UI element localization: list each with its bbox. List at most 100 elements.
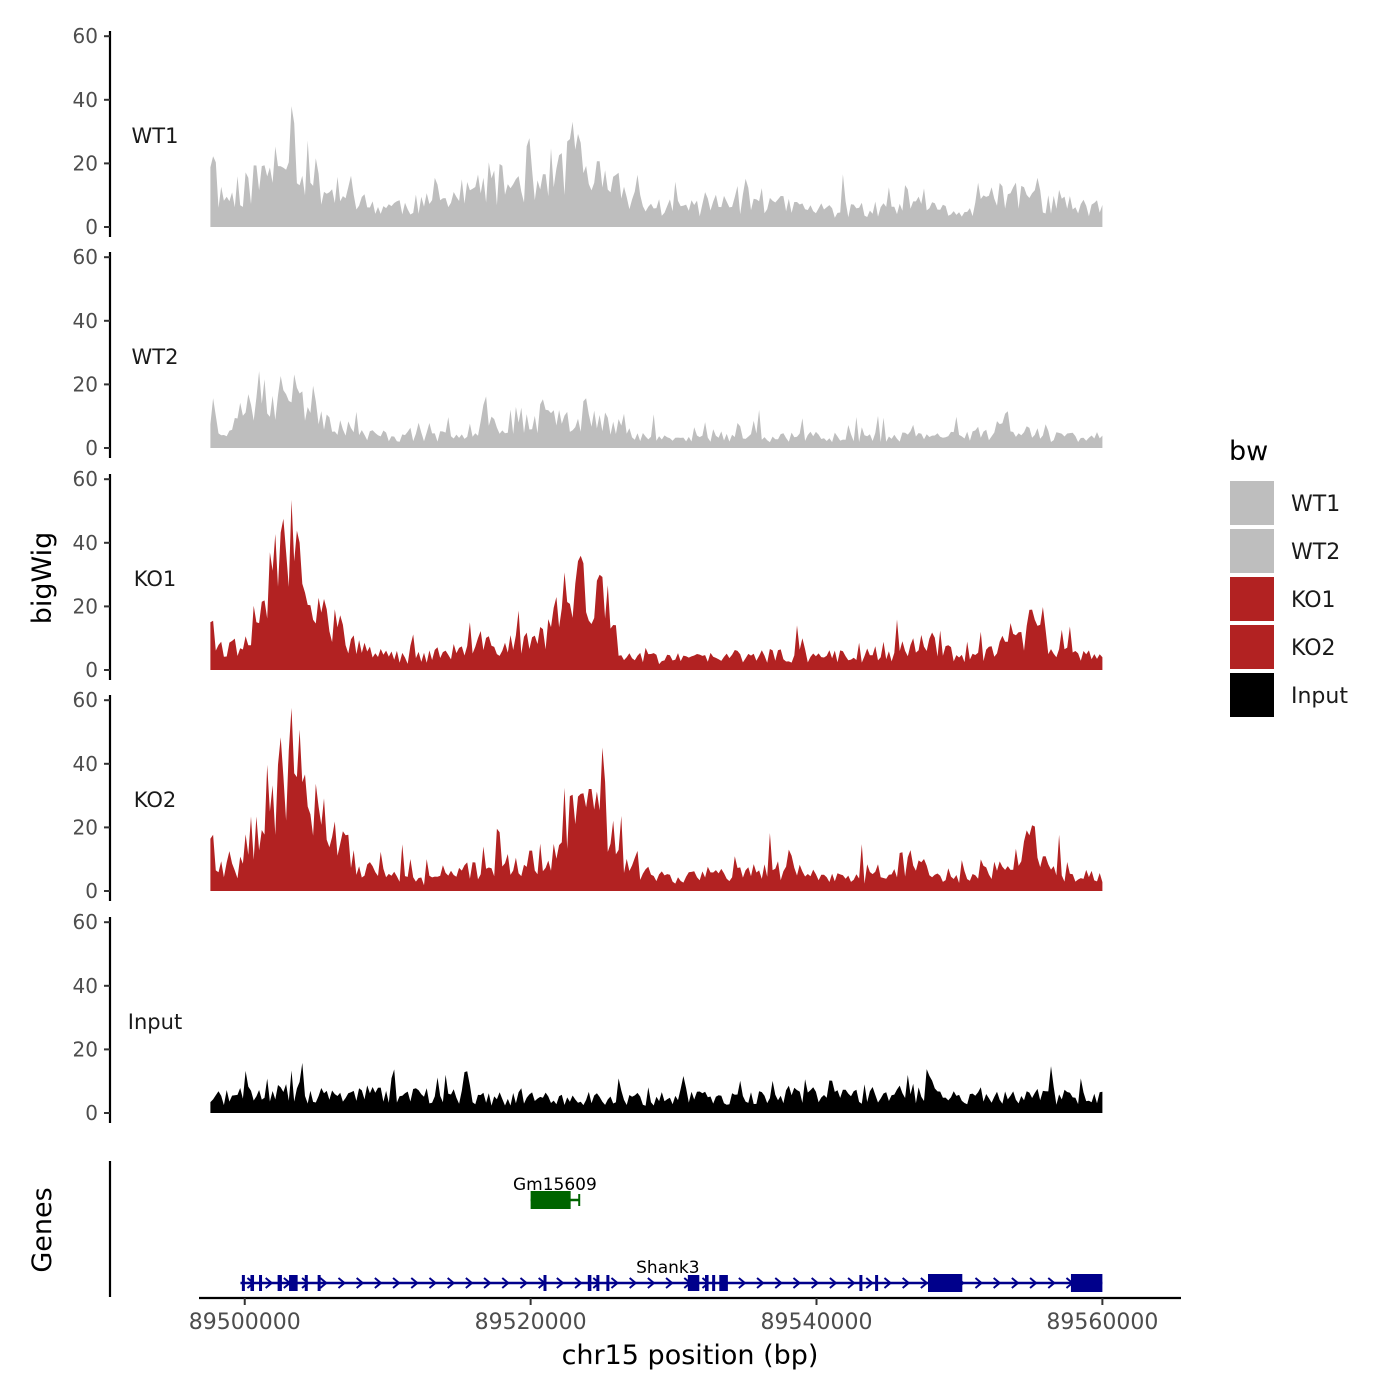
y-tick-label: 40 [73,531,98,555]
gene-shank3: Shank3 [240,1258,1103,1292]
track-input: 0 20 40 60 Input [73,910,1103,1125]
legend-title: bw [1229,436,1268,467]
y-tick-label: 60 [73,245,98,269]
gene-label: Shank3 [636,1258,699,1278]
legend-label-wt2: WT2 [1291,540,1340,565]
y-tick-label: 40 [73,752,98,776]
exon [606,1275,610,1291]
exon [317,1275,321,1291]
track-label: KO1 [134,567,177,591]
signal-area-ko2 [210,707,1103,891]
y-tick-label: 40 [73,88,98,112]
strand-arrow [993,1277,1002,1289]
exon [289,1275,298,1291]
exon [250,1275,255,1291]
strand-arrow [556,1277,565,1289]
strand-arrow [974,1277,984,1289]
genes-axis-title: Genes [27,1187,58,1272]
gene-gm15609: Gm15609 [513,1175,597,1209]
signal-area-input [210,1062,1103,1113]
exon [530,1191,571,1209]
signal-area-wt2 [210,371,1103,448]
strand-arrow [792,1277,802,1289]
strand-arrow [665,1277,674,1289]
signal-area-wt1 [210,106,1103,227]
legend-label-wt1: WT1 [1291,492,1340,517]
track-label: WT2 [132,345,179,369]
strand-arrow [610,1277,620,1289]
legend-key-input [1228,671,1276,719]
y-tick-label: 60 [73,910,98,934]
exon [687,1275,700,1291]
strand-arrow [465,1277,474,1289]
legend-key-ko1 [1228,575,1276,623]
y-tick-label: 0 [85,215,98,239]
exon [543,1275,547,1291]
y-tick-label: 20 [73,151,98,175]
track-label: WT1 [132,124,179,148]
strand-arrow [1011,1277,1020,1289]
strand-arrow [629,1277,638,1289]
y-tick-label: 20 [73,594,98,618]
strand-arrow [883,1277,893,1289]
strand-arrow [519,1277,529,1289]
exon [927,1274,963,1292]
strand-arrow [865,1277,874,1289]
legend-label-ko2: KO2 [1291,636,1336,661]
exon [875,1275,879,1291]
exon [596,1275,600,1291]
strand-arrow [301,1277,310,1289]
exon [719,1275,728,1291]
strand-arrow [1029,1277,1038,1289]
y-tick-label: 0 [85,658,98,682]
y-tick-label: 0 [85,1101,98,1125]
strand-arrow [447,1277,456,1289]
exon [277,1275,282,1291]
y-axis-title: bigWig [27,532,58,625]
strand-arrow [374,1277,383,1289]
strand-arrow [902,1277,911,1289]
strand-arrow [811,1277,820,1289]
legend-label-input: Input [1291,684,1348,709]
y-tick-label: 40 [73,974,98,998]
strand-arrow [356,1277,365,1289]
y-tick-label: 40 [73,309,98,333]
y-tick-label: 0 [85,879,98,903]
track-label: KO2 [134,788,177,812]
strand-arrow [829,1277,838,1289]
signal-area-ko1 [210,499,1103,670]
exon [587,1275,592,1291]
strand-arrow [319,1277,328,1289]
exon [859,1275,863,1291]
y-tick-label: 60 [73,688,98,712]
legend-label-ko1: KO1 [1291,588,1336,613]
track-label: Input [128,1010,182,1034]
exon [259,1275,263,1291]
y-tick-label: 20 [73,1037,98,1061]
strand-arrow [920,1277,929,1289]
y-tick-label: 0 [85,436,98,460]
strand-arrow [483,1277,492,1289]
strand-arrow [847,1277,856,1289]
strand-arrow [574,1277,583,1289]
x-tick-label: 89560000 [1046,1310,1158,1335]
strand-arrow [410,1277,419,1289]
strand-arrow [428,1277,438,1289]
legend-key-ko2 [1228,623,1276,671]
track-ko1: 0 20 40 60 KO1 [73,467,1103,682]
exon [241,1275,245,1291]
track-ko2: 0 20 40 60 KO2 [73,688,1103,903]
track-wt2: 0 20 40 60 WT2 [73,245,1103,460]
genes-panel: Gm15609 Shank3 [108,1161,1103,1297]
strand-arrow [501,1277,510,1289]
x-tick-label: 89500000 [189,1310,301,1335]
track-wt1: 0 20 40 60 WT1 [73,24,1103,239]
strand-arrow [337,1277,347,1289]
strand-arrow [774,1277,783,1289]
x-tick-label: 89540000 [761,1310,873,1335]
y-tick-label: 20 [73,372,98,396]
strand-arrow [647,1277,656,1289]
legend-key-wt1 [1228,479,1276,527]
